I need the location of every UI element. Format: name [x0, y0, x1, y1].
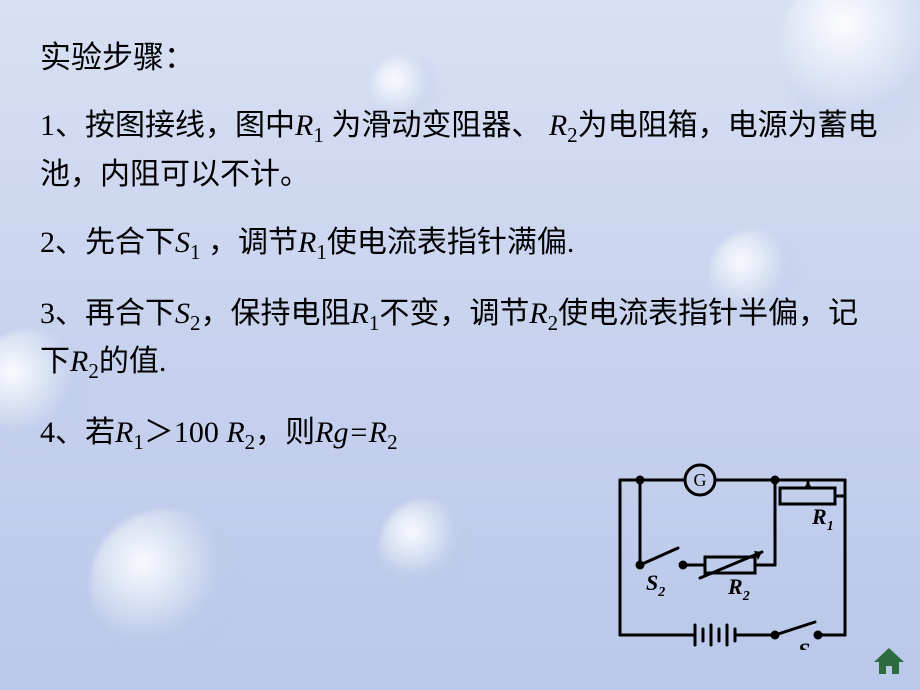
text: 3、再合下: [40, 297, 175, 330]
label-r1: R1: [811, 504, 834, 534]
text: ＞100: [144, 416, 227, 449]
text: 为滑动变阻器、: [324, 109, 549, 142]
subscript: 2: [567, 123, 578, 147]
text: ，保持电阻: [201, 297, 351, 330]
text: R: [115, 416, 133, 449]
var-r2: R2: [226, 416, 255, 449]
subscript: 1: [190, 240, 201, 264]
subscript: 2: [190, 311, 201, 335]
text: R: [549, 109, 567, 142]
decorative-bubble: [90, 510, 240, 660]
content-area: 实验步骤： 1、按图接线，图中R1 为滑动变阻器、 R2为电阻箱，电源为蓄电池，…: [0, 0, 920, 458]
subscript: 1: [133, 430, 144, 454]
text: ，则: [255, 416, 315, 449]
text: R: [295, 109, 313, 142]
step-3: 3、再合下S2，保持电阻R1不变，调节R2使电流表指针半偏，记下R2的值.: [40, 291, 880, 388]
var-s1: S1: [175, 226, 201, 259]
text: 不变，调节: [379, 297, 529, 330]
var-r1: R1: [115, 416, 144, 449]
text: R: [351, 297, 369, 330]
subscript: 2: [387, 430, 398, 454]
subscript: 2: [88, 359, 99, 383]
var-r2: R2: [70, 345, 99, 378]
step-4: 4、若R1＞100 R2，则Rg=R2: [40, 410, 880, 459]
var-r1: R1: [351, 297, 380, 330]
step-1: 1、按图接线，图中R1 为滑动变阻器、 R2为电阻箱，电源为蓄电池，内阻可以不计…: [40, 103, 880, 198]
text: R: [298, 226, 316, 259]
subscript: 1: [369, 311, 380, 335]
subscript: 1: [316, 240, 327, 264]
home-icon[interactable]: [872, 646, 906, 676]
subscript: 2: [548, 311, 559, 335]
var-r2: R2: [529, 297, 558, 330]
text: Rg=R: [315, 416, 387, 449]
text: 4、若: [40, 416, 115, 449]
var-rg: Rg=R2: [315, 416, 397, 449]
text: 的值.: [99, 345, 167, 378]
section-title: 实验步骤：: [40, 32, 880, 77]
circuit-diagram: G: [600, 460, 860, 650]
text: S: [175, 297, 190, 330]
text: S: [175, 226, 190, 259]
text: R: [70, 345, 88, 378]
text: 使电流表指针满偏.: [327, 226, 575, 259]
subscript: 2: [245, 430, 256, 454]
text: R: [529, 297, 547, 330]
var-r2: R2: [549, 109, 578, 142]
var-r1: R1: [295, 109, 324, 142]
text: ，调节: [201, 226, 299, 259]
label-g: G: [694, 470, 707, 490]
text: 1、按图接线，图中: [40, 109, 295, 142]
label-r2: R2: [727, 574, 750, 604]
var-s2: S2: [175, 297, 201, 330]
slide: 实验步骤： 1、按图接线，图中R1 为滑动变阻器、 R2为电阻箱，电源为蓄电池，…: [0, 0, 920, 690]
step-2: 2、先合下S1 ，调节R1使电流表指针满偏.: [40, 220, 880, 269]
text: 2、先合下: [40, 226, 175, 259]
text: R: [226, 416, 244, 449]
subscript: 1: [313, 123, 324, 147]
decorative-bubble: [380, 500, 470, 590]
label-s1: S1: [798, 638, 817, 650]
label-s2: S2: [646, 570, 665, 600]
var-r1: R1: [298, 226, 327, 259]
